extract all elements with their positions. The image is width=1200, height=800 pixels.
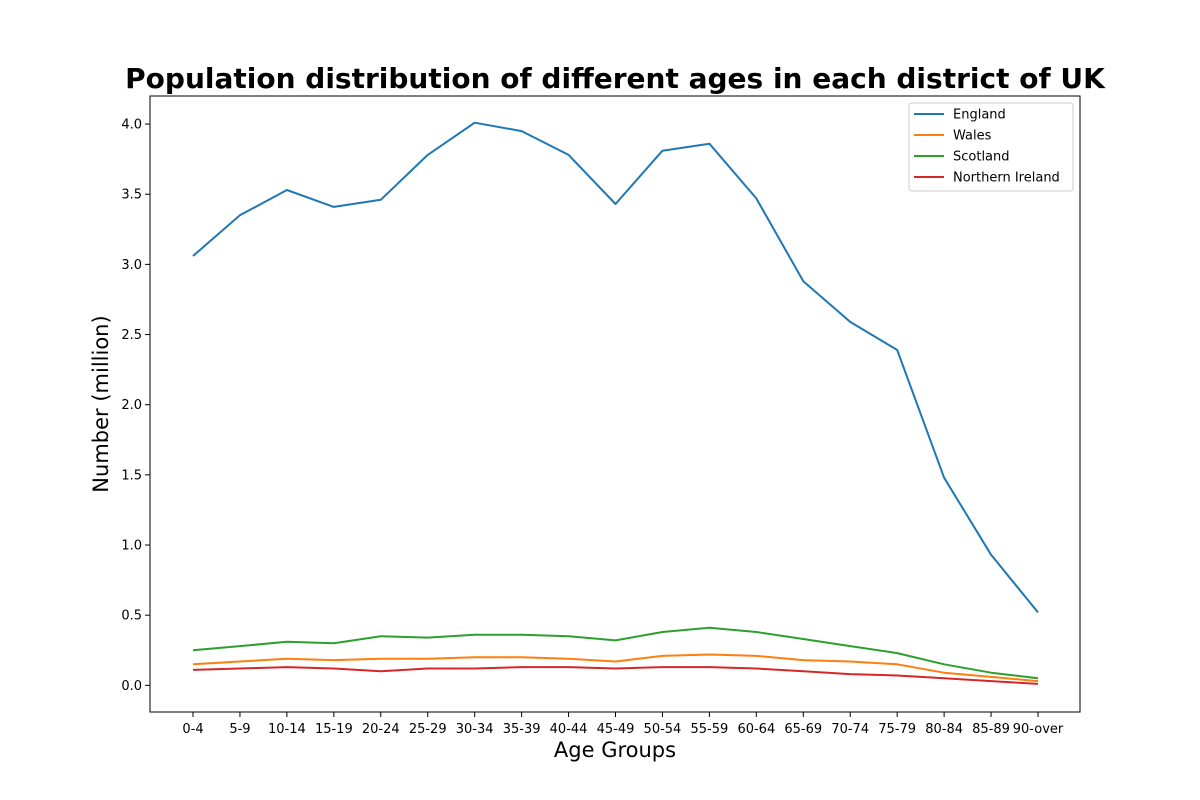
x-tick-label: 65-69 bbox=[784, 722, 822, 737]
x-tick-label: 70-74 bbox=[831, 722, 869, 737]
y-tick-label: 2.0 bbox=[121, 398, 142, 413]
legend-box bbox=[908, 102, 1074, 192]
y-axis-label: Number (million) bbox=[89, 315, 113, 492]
x-tick-label: 50-54 bbox=[644, 722, 682, 737]
x-tick-label: 25-29 bbox=[409, 722, 447, 737]
x-tick-label: 80-84 bbox=[925, 722, 963, 737]
legend-label: Scotland bbox=[953, 150, 1010, 165]
x-tick-label: 0-4 bbox=[182, 722, 203, 737]
x-tick-label: 35-39 bbox=[503, 722, 541, 737]
y-tick-label: 3.0 bbox=[121, 258, 142, 273]
y-axis: 0.0 0.5 1.0 1.5 2.0 2.5 3.0 3.5 4.0 bbox=[121, 118, 150, 694]
legend: England Wales Scotland Northern Ireland bbox=[908, 102, 1074, 192]
series-line-scotland bbox=[192, 626, 1039, 680]
legend-label: Wales bbox=[953, 129, 992, 144]
x-tick-label: 45-49 bbox=[597, 722, 635, 737]
y-tick-label: 4.0 bbox=[121, 118, 142, 133]
x-tick-label: 90-over bbox=[1013, 722, 1064, 737]
x-tick-label: 20-24 bbox=[362, 722, 400, 737]
series-lines bbox=[192, 121, 1039, 685]
x-tick-label: 55-59 bbox=[690, 722, 728, 737]
x-tick-label: 75-79 bbox=[878, 722, 916, 737]
series-line-england bbox=[192, 121, 1039, 614]
x-tick-label: 85-89 bbox=[972, 722, 1010, 737]
x-tick-label: 10-14 bbox=[268, 722, 306, 737]
y-tick-label: 1.5 bbox=[121, 468, 142, 483]
y-tick-label: 0.0 bbox=[121, 679, 142, 694]
x-tick-label: 15-19 bbox=[315, 722, 353, 737]
x-axis-label: Age Groups bbox=[554, 738, 676, 762]
series-line-northern-ireland bbox=[192, 666, 1039, 685]
y-tick-label: 2.5 bbox=[121, 328, 142, 343]
series-line-wales bbox=[192, 653, 1039, 683]
x-tick-label: 40-44 bbox=[550, 722, 588, 737]
y-tick-label: 1.0 bbox=[121, 539, 142, 554]
chart-title: Population distribution of different age… bbox=[125, 62, 1106, 95]
x-axis: 0-4 5-9 10-14 15-19 20-24 25-29 30-34 35-39 40-4… bbox=[182, 712, 1064, 737]
y-tick-label: 0.5 bbox=[121, 609, 142, 624]
x-tick-label: 60-64 bbox=[737, 722, 775, 737]
legend-label: Northern Ireland bbox=[953, 171, 1060, 186]
x-tick-label: 5-9 bbox=[229, 722, 250, 737]
y-tick-label: 3.5 bbox=[121, 188, 142, 203]
legend-label: England bbox=[953, 108, 1006, 123]
x-tick-label: 30-34 bbox=[456, 722, 494, 737]
